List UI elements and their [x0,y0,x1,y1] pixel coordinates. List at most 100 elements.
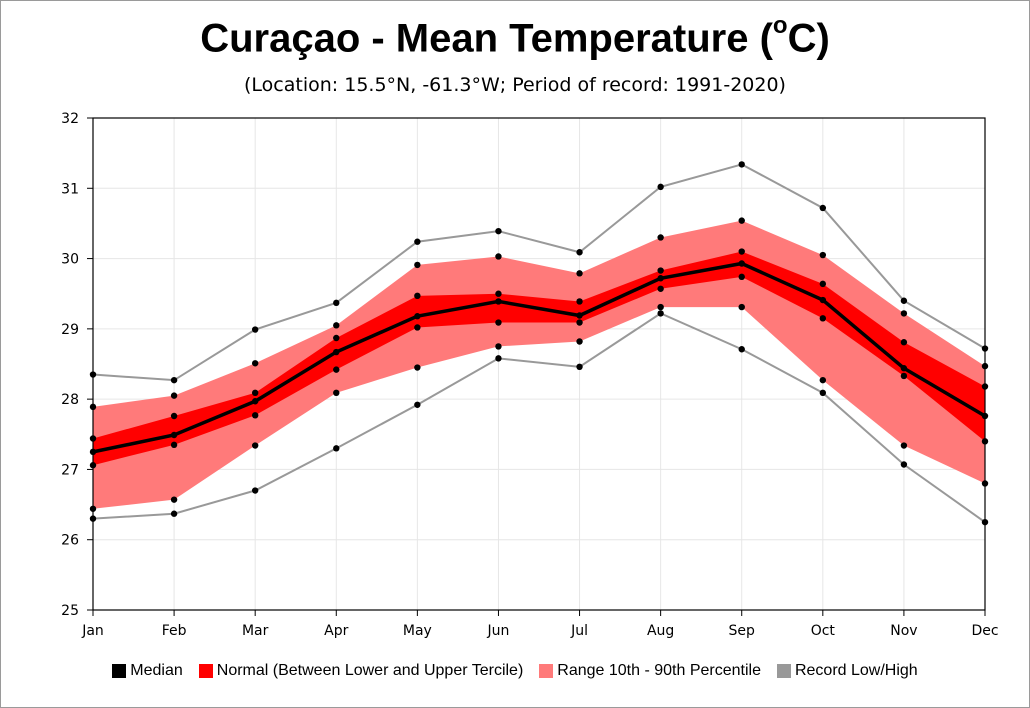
median-line [92,261,986,454]
legend-swatch-median [112,664,127,678]
percentile-90-point [333,322,340,329]
upper-tercile-point [657,267,664,274]
x-tick-label: Jan [81,623,104,639]
legend-item-record: Record Low/High [776,662,918,680]
percentile-90-point [819,251,827,259]
percentile-90-point [251,360,259,367]
plot-border [92,117,986,611]
median-point [657,275,664,282]
lower-tercile-point [900,372,908,380]
upper-tercile-point [333,334,340,342]
lower-tercile-point [414,324,421,331]
median-point [900,365,908,372]
record-high-point [900,297,908,304]
record-high-point [170,376,178,384]
record-low-point [738,346,745,353]
y-tick-label: 32 [61,111,79,127]
percentile-90-point [414,261,421,269]
median-point [495,298,502,305]
percentile-10-point [576,338,583,345]
median-point [414,313,421,320]
axes: 25 26 27 28 29 30 31 32 Jan Feb Mar Apr May Jun Jul Aug… [61,111,998,639]
lower-tercile-point [657,285,664,292]
percentile-10-point [251,442,259,449]
lower-tercile-point [576,319,583,326]
upper-tercile-point [414,292,421,300]
median-point [576,312,583,319]
legend-item-median: Median [112,662,183,680]
record-low-point [900,461,908,468]
percentile-10-point [495,343,502,350]
percentile-10-point [657,303,664,311]
legend-label-range: Range 10th - 90th Percentile [557,662,761,679]
median-point [170,431,178,439]
upper-tercile-point [738,248,745,255]
y-tick-label: 29 [61,322,79,338]
legend-item-range: Range 10th - 90th Percentile [539,662,761,680]
legend-swatch-normal [198,664,213,678]
legend-label-normal: Normal (Between Lower and Upper Tercile) [216,662,524,679]
percentile-10-point [738,303,745,311]
lower-tercile-point [251,412,259,419]
percentile-90-point [170,392,178,399]
y-tick-label: 25 [61,603,79,619]
median-point [333,348,340,356]
x-tick-label: Dec [971,623,998,639]
y-tick-label: 31 [61,181,79,197]
lower-tercile-point [738,273,745,281]
median-point [251,398,259,405]
percentile-90-point [738,217,745,224]
percentile-10-point [900,442,908,449]
record-high-point [495,227,502,235]
percentile-90-point [495,253,502,260]
record-low-point [657,310,664,317]
percentile-10-point [819,376,827,384]
record-low-point [170,510,178,517]
lower-tercile-point [170,441,178,449]
record-high-point [251,326,259,333]
x-tick-label: Nov [890,623,917,639]
upper-tercile-point [900,339,908,346]
median-point [738,260,745,267]
lower-tercile-point [495,319,502,326]
median-point [819,296,827,304]
y-tick-label: 28 [61,392,79,408]
record-low-point [495,355,502,362]
percentile-90-point [657,234,664,241]
y-tick-label: 26 [61,533,79,549]
record-high-point [819,204,827,212]
record-high-point [414,238,421,245]
y-tick-label: 30 [61,252,79,268]
legend: Median Normal (Between Lower and Upper T… [0,662,1030,680]
record-low-point [819,389,827,397]
x-tick-label: Sep [729,623,756,639]
record-high-point [576,249,583,256]
upper-tercile-point [819,280,827,288]
legend-swatch-record [776,664,791,678]
percentile-10-point [333,389,340,397]
record-low-point [576,363,583,371]
upper-tercile-point [170,412,178,420]
x-tick-label: Jun [487,623,510,639]
upper-tercile-point [495,290,502,297]
x-tick-label: Jul [570,623,588,639]
x-tick-label: Apr [324,623,348,639]
record-high-line [92,163,986,382]
legend-label-median: Median [130,662,183,679]
record-high-point [333,299,340,307]
percentile-10-point [170,496,178,503]
percentile-range-band [93,220,985,509]
legend-swatch-range [539,664,554,678]
upper-tercile-point [576,298,583,305]
data-points [89,161,989,526]
record-low-point [333,445,340,452]
series-lines [92,163,986,523]
x-tick-label: Oct [811,623,836,639]
percentile-90-point [900,310,908,317]
upper-tercile-point [251,389,259,397]
record-low-point [414,401,421,408]
x-tick-label: May [403,623,432,639]
x-tick-label: Mar [242,623,269,639]
record-low-point [251,487,259,494]
